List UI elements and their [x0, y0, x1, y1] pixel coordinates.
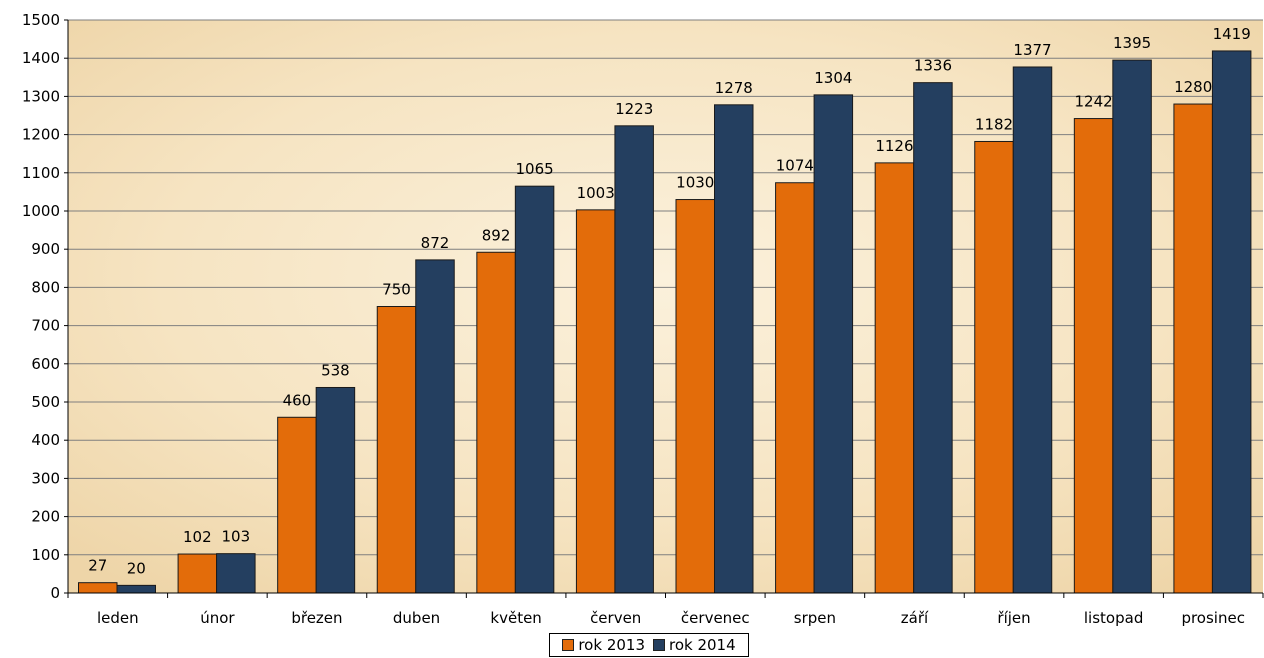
- data-label: 27: [88, 557, 107, 575]
- bar-2013: [277, 416, 317, 594]
- y-tick-label: 800: [31, 278, 60, 296]
- data-label: 1419: [1213, 25, 1251, 43]
- bar-2014: [714, 104, 754, 594]
- y-tick-label: 700: [31, 317, 60, 335]
- data-label: 1065: [515, 160, 553, 178]
- y-tick-label: 100: [31, 546, 60, 564]
- bar-2013: [775, 182, 815, 594]
- bar-2013: [177, 553, 218, 594]
- bar-2013: [1173, 103, 1213, 594]
- y-tick-label: 1200: [22, 126, 60, 144]
- data-labels: 27 20 102 103 460 538 750 872 892 1065 1003 1223 103…: [88, 25, 1251, 577]
- bar-2013: [575, 209, 616, 594]
- data-label: 1280: [1174, 78, 1212, 96]
- x-category-label: červenec: [681, 609, 750, 627]
- bar-2013: [675, 199, 715, 594]
- data-label: 1074: [776, 157, 814, 175]
- legend-swatch-2013: [562, 639, 575, 651]
- bar-2014: [813, 94, 854, 594]
- plot-area: [68, 20, 1263, 593]
- bar-2014: [216, 553, 256, 594]
- y-axis-ticks: 0 100 200 300 400 500 600 700 800 900 1000 1100 1200…: [22, 11, 68, 602]
- y-tick-label: 1500: [22, 11, 60, 29]
- legend-item-2013: rok 2013: [562, 636, 645, 654]
- x-category-label: říjen: [997, 609, 1030, 627]
- data-label: 1182: [975, 115, 1013, 133]
- legend-swatch-2014: [653, 639, 665, 651]
- x-category-label: květen: [490, 609, 541, 627]
- bars: [78, 50, 1252, 594]
- x-category-label: březen: [291, 609, 342, 627]
- bar-2014: [1211, 50, 1252, 594]
- bar-2013: [974, 140, 1014, 594]
- x-category-label: prosinec: [1181, 609, 1245, 627]
- bar-2013: [476, 251, 516, 594]
- y-tick-label: 400: [31, 431, 60, 449]
- data-label: 1030: [676, 174, 714, 192]
- y-tick-label: 600: [31, 355, 60, 373]
- bar-2013: [376, 306, 417, 594]
- x-axis-labels: leden únor březen duben květen červen červenec…: [67, 593, 1264, 627]
- data-label: 1223: [615, 100, 653, 118]
- data-label: 1242: [1074, 93, 1112, 111]
- y-tick-label: 1000: [22, 202, 60, 220]
- legend-label-2013: rok 2013: [578, 636, 645, 654]
- legend: rok 2013 rok 2014: [549, 633, 749, 657]
- data-label: 1304: [814, 69, 852, 87]
- data-label: 1126: [875, 137, 913, 155]
- y-tick-label: 500: [31, 393, 60, 411]
- bar-2014: [1012, 66, 1053, 594]
- data-label: 20: [127, 559, 146, 577]
- x-category-label: listopad: [1084, 609, 1143, 627]
- data-label: 1377: [1013, 41, 1051, 59]
- bar-2013: [78, 582, 118, 594]
- y-tick-label: 1100: [22, 164, 60, 182]
- y-tick-label: 300: [31, 469, 60, 487]
- bar-2014: [1112, 59, 1152, 594]
- y-tick-label: 1300: [22, 87, 60, 105]
- x-category-label: srpen: [794, 609, 836, 627]
- data-label: 892: [482, 226, 511, 244]
- x-category-label: leden: [97, 609, 139, 627]
- data-label: 460: [283, 391, 312, 409]
- data-label: 872: [421, 234, 450, 252]
- data-label: 538: [321, 361, 350, 379]
- bar-2014: [116, 584, 156, 594]
- x-category-label: únor: [200, 609, 235, 627]
- data-label: 102: [183, 528, 212, 546]
- bar-2013: [1073, 118, 1114, 594]
- bar-2013: [874, 162, 915, 594]
- legend-item-2014: rok 2014: [653, 636, 736, 654]
- y-tick-label: 0: [50, 584, 60, 602]
- x-category-label: červen: [590, 609, 641, 627]
- y-tick-label: 200: [31, 508, 60, 526]
- y-tick-label: 900: [31, 240, 60, 258]
- bar-2014: [514, 185, 555, 594]
- data-label: 1003: [577, 184, 615, 202]
- bar-2014: [315, 386, 356, 594]
- x-category-label: duben: [393, 609, 440, 627]
- data-label: 750: [382, 281, 411, 299]
- bar-2014: [913, 82, 953, 594]
- grid-lines: [68, 19, 1263, 556]
- legend-label-2014: rok 2014: [669, 636, 736, 654]
- bar-2014: [614, 125, 654, 594]
- data-label: 1278: [715, 79, 753, 97]
- data-label: 103: [222, 528, 251, 546]
- data-label: 1395: [1113, 34, 1151, 52]
- bar-2014: [415, 259, 455, 594]
- data-label: 1336: [914, 57, 952, 75]
- x-category-label: září: [901, 609, 929, 627]
- y-tick-label: 1400: [22, 49, 60, 67]
